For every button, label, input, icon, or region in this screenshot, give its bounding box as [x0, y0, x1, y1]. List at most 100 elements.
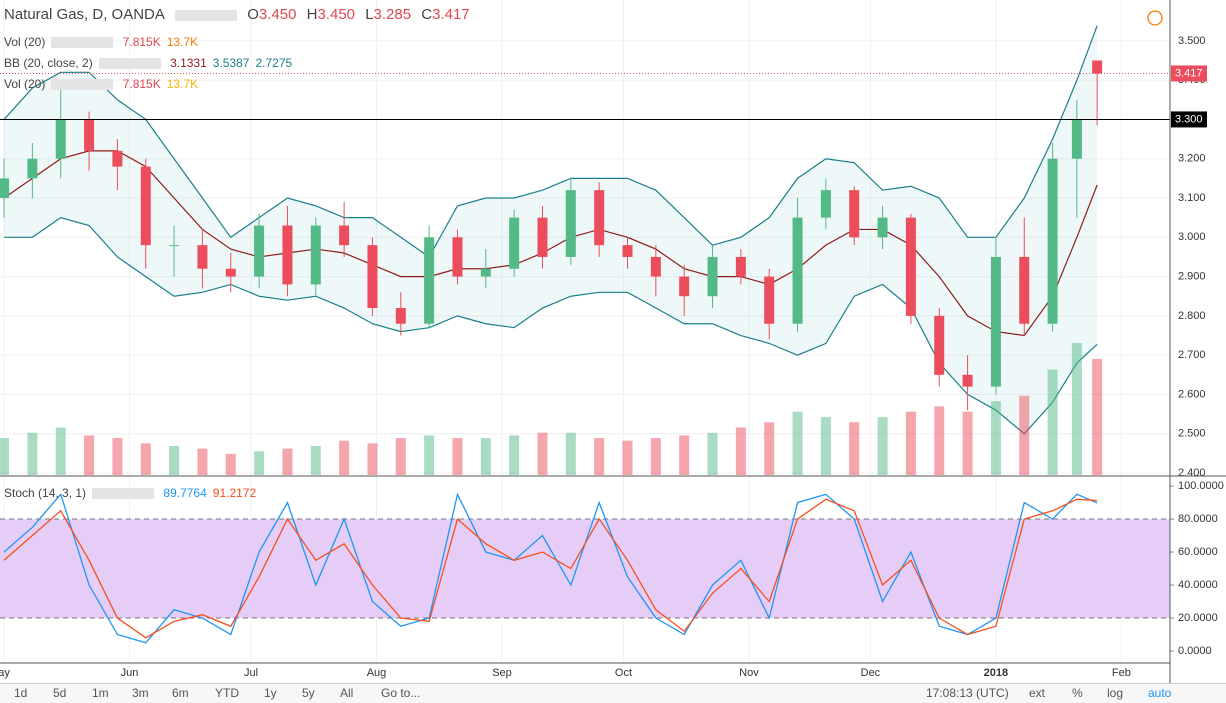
- volume-bar: [225, 453, 236, 475]
- range-button[interactable]: 5y: [302, 686, 315, 700]
- candle-body: [197, 245, 208, 269]
- volume-bar: [1019, 395, 1030, 475]
- ohlc-label: H: [306, 6, 318, 23]
- ohlc-value: 3.285: [373, 6, 412, 23]
- candle-body: [820, 190, 831, 218]
- x-tick-label: Sep: [492, 667, 512, 679]
- y-tick-label: 2.800: [1178, 310, 1206, 322]
- indicator-row: BB (20, close, 2) 3.1331 3.5387 2.7275: [4, 56, 298, 70]
- candle-body: [480, 268, 491, 277]
- candle-body: [565, 190, 576, 257]
- option-button[interactable]: %: [1072, 686, 1083, 700]
- volume-bar: [55, 427, 66, 475]
- candle-body: [622, 245, 633, 257]
- indicator-buttons[interactable]: [98, 58, 161, 70]
- volume-bar: [735, 427, 746, 475]
- y-tick-label: 3.000: [1178, 231, 1206, 243]
- x-tick-label: Feb: [1112, 667, 1131, 679]
- option-button[interactable]: log: [1107, 686, 1124, 700]
- candle-body: [707, 256, 718, 297]
- option-button[interactable]: auto: [1148, 686, 1172, 700]
- range-button[interactable]: YTD: [215, 686, 239, 700]
- symbol-header: Natural Gas, D, OANDA O3.450 H3.450 L3.2…: [4, 6, 476, 23]
- clock: 17:08:13 (UTC): [926, 686, 1009, 700]
- range-button[interactable]: 3m: [132, 686, 149, 700]
- alert-icon: [1147, 10, 1163, 26]
- indicator-buttons[interactable]: [51, 79, 114, 91]
- volume-bar: [792, 411, 803, 475]
- x-tick-label: Nov: [739, 667, 759, 679]
- volume-bar: [254, 451, 265, 475]
- volume-bar: [112, 438, 123, 475]
- volume-bar: [395, 438, 406, 475]
- candle-body: [877, 217, 888, 238]
- band-fill: [4, 25, 1098, 434]
- candle-body: [367, 245, 378, 309]
- range-button[interactable]: All: [340, 686, 354, 700]
- stoch-header: Stoch (14, 3, 1) 89.7764 91.2172: [4, 486, 262, 500]
- x-tick-label: Aug: [367, 667, 387, 679]
- x-tick-label: Dec: [861, 667, 881, 679]
- candle-body: [735, 256, 746, 277]
- volume-bar: [140, 443, 151, 475]
- volume-bar: [339, 440, 350, 475]
- candle-body: [169, 245, 180, 247]
- volume-bar: [594, 438, 605, 475]
- candle-body: [452, 237, 463, 277]
- volume-bar: [480, 438, 491, 475]
- indicator-name: Vol (20): [4, 35, 46, 49]
- chart-title: Natural Gas, D, OANDA: [4, 6, 165, 23]
- goto-button[interactable]: Go to...: [381, 686, 421, 700]
- x-tick-label: Jun: [121, 667, 139, 679]
- indicator-buttons[interactable]: [92, 488, 155, 500]
- candle-body: [650, 256, 661, 277]
- header-buttons[interactable]: [175, 9, 238, 21]
- ohlc-label: C: [421, 6, 433, 23]
- range-button[interactable]: 1d: [14, 686, 28, 700]
- volume-bar: [197, 448, 208, 475]
- y-tick-label: 3.200: [1178, 153, 1206, 165]
- y-tick-label: 2.700: [1178, 349, 1206, 361]
- range-button[interactable]: 1y: [264, 686, 277, 700]
- range-button[interactable]: 1m: [92, 686, 109, 700]
- volume-bar: [0, 438, 10, 475]
- indicator-buttons[interactable]: [51, 37, 114, 49]
- x-tick-label: Jul: [244, 667, 258, 679]
- range-button[interactable]: 5d: [53, 686, 67, 700]
- candle-body: [764, 276, 775, 324]
- candle-body: [140, 166, 151, 246]
- volume-bar: [1071, 343, 1082, 475]
- candle-body: [282, 225, 293, 285]
- volume-bar: [877, 416, 888, 475]
- volume-bar: [27, 432, 38, 475]
- candle-body: [0, 178, 10, 199]
- candle-body: [424, 237, 435, 324]
- y-tick-label: 3.100: [1178, 192, 1206, 204]
- x-tick-label: ay: [0, 667, 10, 679]
- band-line: [3, 25, 1098, 258]
- price-tag-label: 3.417: [1175, 67, 1203, 79]
- y-tick-label: 3.500: [1178, 35, 1206, 47]
- indicator-value: 91.2172: [212, 486, 257, 500]
- band-line: [3, 150, 1098, 337]
- volume-bar: [282, 448, 293, 475]
- chart: ay Jun Jul Aug Sep Oct Nov Dec 2018 Feb 2.400 2.500…: [0, 0, 1226, 683]
- y-tick-label: 2.900: [1178, 270, 1206, 282]
- volume-bar: [424, 435, 435, 475]
- indicator-name: BB (20, close, 2): [4, 56, 93, 70]
- option-button[interactable]: ext: [1029, 686, 1046, 700]
- volume-bar: [509, 435, 520, 475]
- price-tag: [1171, 111, 1207, 128]
- candle-body: [1071, 119, 1082, 159]
- candle-body: [792, 217, 803, 324]
- volume-bar: [820, 416, 831, 475]
- candle-body: [537, 217, 548, 257]
- candle-body: [1047, 158, 1058, 324]
- range-button[interactable]: 6m: [172, 686, 189, 700]
- indicator-value: 7.815K: [122, 77, 161, 91]
- candle-body: [905, 217, 916, 316]
- y-tick-label: 40.0000: [1178, 579, 1218, 591]
- candle-body: [27, 158, 38, 179]
- y-tick-label: 60.0000: [1178, 546, 1218, 558]
